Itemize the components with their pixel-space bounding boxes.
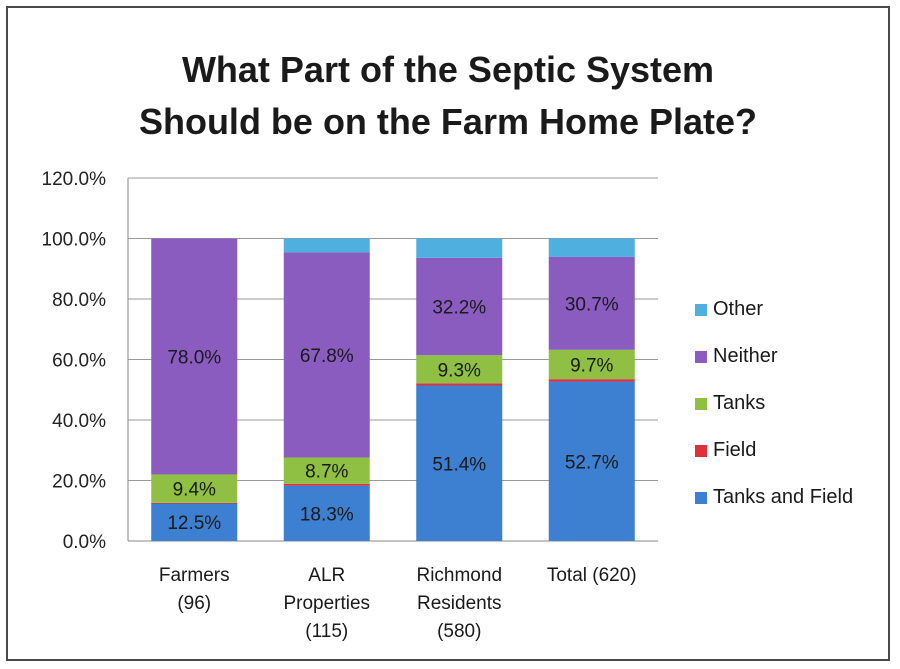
x-category-label: (96) xyxy=(177,593,211,614)
bar-tanks-and-field xyxy=(151,503,238,541)
data-label: 30.7% xyxy=(565,294,619,315)
legend-item-other: Other xyxy=(695,298,763,320)
data-label: 67.8% xyxy=(300,346,354,367)
bar-tanks-and-field xyxy=(548,381,635,541)
data-label: 12.5% xyxy=(167,513,221,534)
bar-neither xyxy=(548,256,635,350)
legend-swatch xyxy=(695,304,707,316)
x-category-label: ALR xyxy=(308,565,345,586)
bar-neither xyxy=(283,252,370,458)
data-label: 32.2% xyxy=(432,298,486,319)
y-tick-label: 120.0% xyxy=(42,169,107,190)
legend-item-tanks: Tanks xyxy=(695,392,765,414)
data-labels: 12.5% 9.4% 78.0% 18.3% 8.7% 67.8% 51.4% 9.3% 32.… xyxy=(167,294,618,534)
y-tick-label: 20.0% xyxy=(52,472,106,493)
bar-tanks-and-field xyxy=(416,385,503,541)
legend-item-tanks-and-field: Tanks and Field xyxy=(695,486,853,508)
bar-field xyxy=(416,383,503,386)
bar-other xyxy=(283,238,370,253)
bar-other xyxy=(548,238,635,257)
chart-title-line: Should be on the Farm Home Plate? xyxy=(139,101,757,142)
bar-tanks xyxy=(416,355,503,384)
legend-label: Field xyxy=(713,439,756,461)
chart-title: What Part of the Septic System Should be … xyxy=(139,49,757,142)
data-label: 8.7% xyxy=(305,462,348,483)
data-label: 78.0% xyxy=(167,347,221,368)
bar-field xyxy=(548,379,635,382)
legend-swatch xyxy=(695,445,707,457)
bar-tanks-and-field xyxy=(283,485,370,541)
bar-other xyxy=(416,238,503,258)
bar-tanks xyxy=(283,457,370,484)
legend-label: Tanks and Field xyxy=(713,486,853,508)
bar-neither xyxy=(416,257,503,356)
x-axis-categories: Farmers (96) ALR Properties (115) Richmond Res… xyxy=(159,565,637,642)
bar-tanks xyxy=(548,349,635,380)
y-tick-label: 100.0% xyxy=(42,230,107,251)
legend-label: Other xyxy=(713,298,763,320)
x-category-label: Total (620) xyxy=(547,565,637,586)
data-label: 9.4% xyxy=(173,480,216,501)
bar-tanks xyxy=(151,474,238,503)
x-category-label: Farmers xyxy=(159,565,230,586)
legend-swatch xyxy=(695,351,707,363)
legend: Other Neither Tanks Field Tanks and Field xyxy=(695,298,853,508)
bar-neither xyxy=(151,238,238,475)
legend-swatch xyxy=(695,492,707,504)
x-category-label: Properties xyxy=(283,593,370,614)
chart-frame: What Part of the Septic System Should be … xyxy=(6,6,890,661)
x-category-label: (115) xyxy=(305,621,348,642)
data-label: 18.3% xyxy=(300,504,354,525)
legend-swatch xyxy=(695,398,707,410)
y-tick-label: 40.0% xyxy=(52,411,106,432)
data-label: 52.7% xyxy=(565,452,619,473)
y-tick-label: 0.0% xyxy=(63,532,106,553)
chart-title-line: What Part of the Septic System xyxy=(182,49,714,90)
chart-svg: What Part of the Septic System Should be … xyxy=(42,49,854,642)
legend-item-field: Field xyxy=(695,439,756,461)
x-category-label: Richmond xyxy=(416,565,502,586)
y-tick-label: 60.0% xyxy=(52,351,106,372)
y-axis-ticks: 0.0% 20.0% 40.0% 60.0% 80.0% 100.0% 120.0% xyxy=(42,169,107,553)
bar-field xyxy=(151,502,238,504)
legend-item-neither: Neither xyxy=(695,345,778,367)
y-tick-label: 80.0% xyxy=(52,290,106,311)
data-label: 9.3% xyxy=(438,360,481,381)
bar-field xyxy=(283,483,370,486)
legend-label: Neither xyxy=(713,345,778,367)
data-label: 9.7% xyxy=(570,355,613,376)
legend-label: Tanks xyxy=(713,392,765,414)
data-label: 51.4% xyxy=(432,454,486,475)
x-category-label: (580) xyxy=(437,621,481,642)
bars xyxy=(151,238,635,541)
x-category-label: Residents xyxy=(417,593,502,614)
